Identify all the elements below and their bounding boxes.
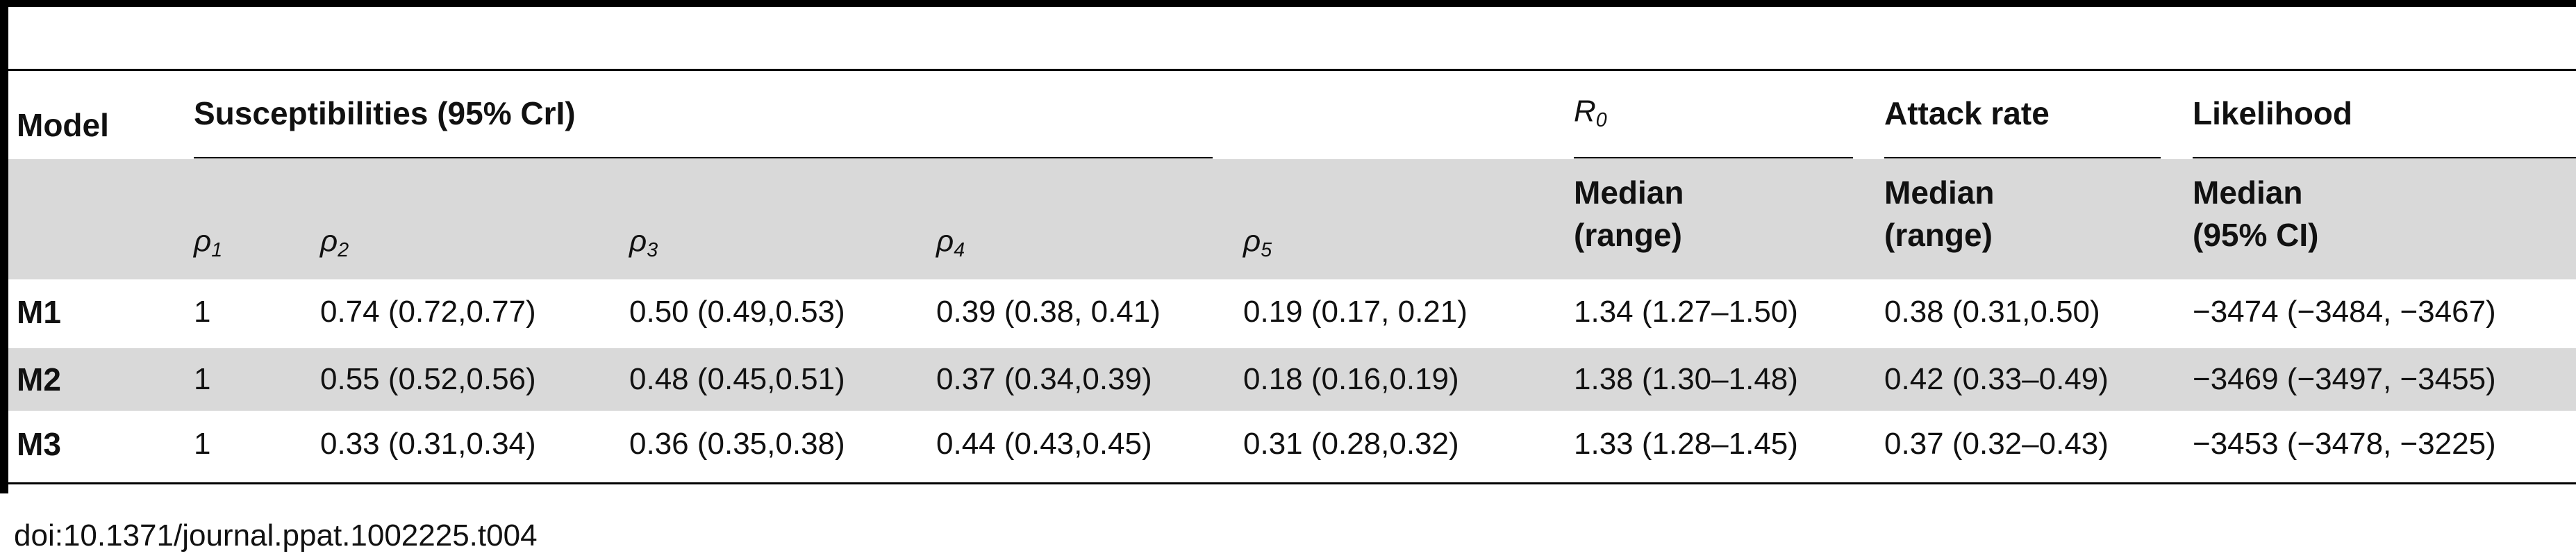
symbol: ρ — [320, 224, 338, 259]
header-cell: R0 — [1574, 94, 1607, 131]
subscript: 1 — [211, 238, 223, 261]
row-label: M3 — [17, 426, 61, 462]
table-cell: 0.18 (0.16,0.19) — [1243, 362, 1459, 396]
header-underline — [194, 157, 1213, 158]
table-cell: 0.31 (0.28,0.32) — [1243, 427, 1459, 461]
symbol: ρ — [1243, 224, 1261, 259]
table-cell: 0.55 (0.52,0.56) — [320, 362, 536, 396]
subscript: 5 — [1261, 238, 1272, 261]
table-cell: 0.44 (0.43,0.45) — [936, 427, 1152, 461]
table-cell: 1 — [194, 362, 211, 396]
header-cell: Attack rate — [1884, 95, 2050, 131]
table-cell: 1.33 (1.28–1.45) — [1574, 427, 1798, 461]
table-cell: 1 — [194, 295, 211, 329]
symbol: ρ — [936, 224, 954, 259]
subscript: 0 — [1595, 108, 1607, 131]
footer-doi: doi:10.1371/journal.ppat.1002225.t004 — [14, 518, 538, 553]
table-cell: 0.19 (0.17, 0.21) — [1243, 295, 1468, 329]
subheader-cell: (range) — [1884, 217, 1993, 253]
header-cell: Susceptibilities (95% CrI) — [194, 95, 576, 131]
table-bottom-rule — [8, 482, 2576, 484]
row-label: M2 — [17, 361, 61, 398]
row-band — [8, 348, 2576, 411]
subheader-cell: Median — [1884, 174, 1995, 211]
top-rule — [0, 0, 2576, 7]
table-cell: 0.42 (0.33–0.49) — [1884, 362, 2109, 396]
table-cell: −3474 (−3484, −3467) — [2193, 295, 2496, 329]
table-cell: 0.48 (0.45,0.51) — [629, 362, 845, 396]
header-underline — [2193, 157, 2576, 158]
table-cell: 0.38 (0.31,0.50) — [1884, 295, 2100, 329]
subscript: 3 — [647, 238, 658, 261]
subheader-cell: ρ2 — [320, 224, 349, 261]
table-cell: 0.74 (0.72,0.77) — [320, 295, 536, 329]
subheader-cell: (95% CI) — [2193, 217, 2319, 253]
symbol: ρ — [629, 224, 647, 259]
subheader-band — [8, 159, 2576, 279]
subheader-cell: ρ5 — [1243, 224, 1272, 261]
subheader-cell: Median — [1574, 174, 1684, 211]
table-cell: 0.36 (0.35,0.38) — [629, 427, 845, 461]
subscript: 2 — [338, 238, 349, 261]
table-cell: 0.37 (0.34,0.39) — [936, 362, 1152, 396]
table-cell: 0.39 (0.38, 0.41) — [936, 295, 1161, 329]
table-cell: 0.50 (0.49,0.53) — [629, 295, 845, 329]
table-cell: 0.37 (0.32–0.43) — [1884, 427, 2109, 461]
subheader-cell: ρ3 — [629, 224, 658, 261]
header-cell: Likelihood — [2193, 95, 2352, 131]
subscript: 4 — [954, 238, 965, 261]
table-cell: 0.33 (0.31,0.34) — [320, 427, 536, 461]
table-cell: 1 — [194, 427, 211, 461]
table-cell: 1.38 (1.30–1.48) — [1574, 362, 1798, 396]
header-underline — [1884, 157, 2161, 158]
table-cell: −3469 (−3497, −3455) — [2193, 362, 2496, 396]
subheader-cell: ρ1 — [194, 224, 223, 261]
header-underline — [1574, 157, 1853, 158]
symbol: ρ — [194, 224, 212, 259]
symbol: R — [1574, 94, 1596, 129]
table-cell: −3453 (−3478, −3225) — [2193, 427, 2496, 461]
table-cell: 1.34 (1.27–1.50) — [1574, 295, 1798, 329]
table-top-rule — [8, 69, 2576, 71]
subheader-cell: (range) — [1574, 217, 1682, 253]
left-bar — [0, 0, 8, 493]
row-label: M1 — [17, 294, 61, 330]
subheader-cell: ρ4 — [936, 224, 965, 261]
subheader-cell: Median — [2193, 174, 2303, 211]
header-cell: Model — [17, 107, 109, 143]
